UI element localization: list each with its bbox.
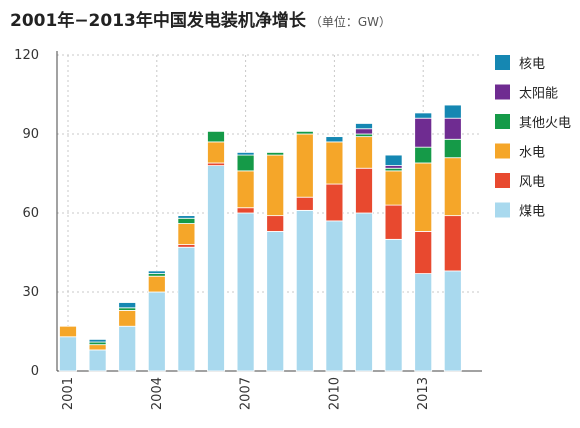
x-tick-label: 2010 <box>327 377 342 410</box>
legend-swatch <box>495 114 510 129</box>
bar-segment <box>147 275 166 293</box>
bar-segment <box>177 215 196 219</box>
bar-segment <box>443 215 462 272</box>
bar-segment <box>355 128 373 135</box>
bar-segment <box>295 209 314 372</box>
bar-segment <box>443 270 462 372</box>
y-tick-label: 30 <box>22 285 39 300</box>
bar-segment <box>443 117 462 140</box>
bar-segment <box>325 220 344 372</box>
x-tick-label: 2013 <box>416 377 431 410</box>
bar-segment <box>266 154 285 217</box>
bar-segment <box>414 112 433 119</box>
bar-segment <box>295 130 314 135</box>
chart-title-row: 2001年−2013年中国发电装机净增长 （单位：GW） <box>10 6 391 31</box>
bar-segment <box>414 162 433 232</box>
bar-segment <box>325 136 344 143</box>
y-tick-label: 120 <box>14 48 39 63</box>
bar-segment <box>177 223 196 246</box>
bar-segment <box>88 344 107 351</box>
legend-label: 煤电 <box>519 205 545 220</box>
bar-segment <box>236 152 255 156</box>
bar-segment <box>266 215 285 232</box>
bar-segment <box>236 212 255 372</box>
legend-label: 水电 <box>519 146 545 161</box>
bar-segment <box>118 310 137 327</box>
y-tick-label: 60 <box>22 206 39 221</box>
bar-segment <box>384 154 403 166</box>
x-tick-label: 2004 <box>150 377 165 410</box>
chart-title: 2001年−2013年中国发电装机净增长 <box>10 11 306 31</box>
legend-swatch <box>495 143 510 159</box>
bar-segment <box>414 273 433 372</box>
bar-segment <box>295 196 314 211</box>
bar-segment <box>266 231 285 372</box>
bar-segment <box>207 165 225 372</box>
bar-segment <box>414 117 433 148</box>
x-tick-label: 2007 <box>239 377 254 410</box>
bar-segment <box>118 302 137 309</box>
bar-segment <box>384 238 403 372</box>
legend-swatch <box>495 173 510 188</box>
bar-segment <box>236 154 255 172</box>
bar-segment <box>414 231 433 274</box>
bar-segment <box>384 204 403 240</box>
bar-segment <box>59 336 77 372</box>
bar-segment <box>177 246 196 372</box>
legend-swatch <box>495 84 510 100</box>
legend-label: 风电 <box>519 175 545 190</box>
bar-segment <box>443 157 462 217</box>
y-tick-label: 90 <box>22 127 39 142</box>
y-tick-label: 0 <box>31 364 39 379</box>
bar-segment <box>147 291 166 372</box>
bar-segment <box>88 349 107 372</box>
legend-label: 其他火电 <box>519 116 571 131</box>
bar-segment <box>147 270 166 274</box>
bar-segment <box>266 152 285 156</box>
bar-segment <box>443 138 462 159</box>
legend-swatch <box>495 55 510 70</box>
x-tick-label: 2001 <box>61 377 76 410</box>
bar-segment <box>325 141 344 185</box>
bar-segment <box>325 183 344 222</box>
legend-label: 太阳能 <box>519 87 558 102</box>
bar-segment <box>118 325 137 372</box>
bar-segment <box>88 338 107 343</box>
bar-segment <box>355 212 373 372</box>
bar-segment <box>355 167 373 214</box>
bar-segment <box>384 170 403 206</box>
bar-segment <box>443 104 462 119</box>
bar-segment <box>295 133 314 198</box>
bar-segment <box>207 141 225 164</box>
bar-segment <box>177 217 196 224</box>
bar-segment <box>355 123 373 130</box>
chart-subtitle: （单位：GW） <box>309 15 392 29</box>
bar-segment <box>414 146 433 164</box>
bar-segment <box>355 136 373 169</box>
legend-label: 核电 <box>519 57 545 72</box>
bar-segment <box>207 130 225 143</box>
bar-segment <box>236 170 255 209</box>
bar-segment <box>236 207 255 214</box>
legend-swatch <box>495 202 510 218</box>
bar-segment <box>59 325 77 338</box>
